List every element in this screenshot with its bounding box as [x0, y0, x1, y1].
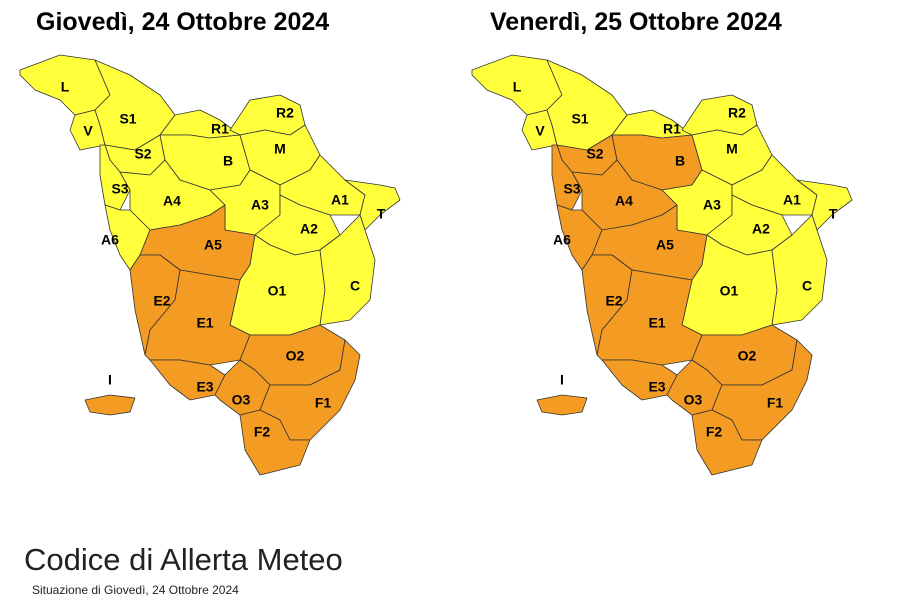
zone-label: S3 [563, 181, 580, 197]
zone-label: A5 [204, 237, 222, 253]
zone-label: L [61, 79, 70, 95]
zone-label: E3 [648, 379, 665, 395]
zone-label: S2 [586, 146, 603, 162]
zone-label: E1 [196, 315, 213, 331]
zone-label: A4 [163, 193, 181, 209]
zone [601, 359, 678, 401]
zone-label: O2 [738, 348, 757, 364]
zone-label: R2 [276, 105, 294, 121]
zone-label: S2 [134, 146, 151, 162]
zone-label: A2 [300, 221, 318, 237]
zone-label: B [675, 153, 685, 169]
zone [239, 409, 311, 476]
zone [771, 214, 828, 326]
zone-label: C [802, 278, 812, 294]
zone-label: A1 [331, 192, 349, 208]
zone-label: S1 [119, 111, 136, 127]
zone-label: E2 [605, 293, 622, 309]
zone [149, 359, 226, 401]
zone-label: F1 [315, 395, 332, 411]
zone-label: R1 [663, 121, 681, 137]
zone-label: A3 [251, 197, 269, 213]
zone-label: I [560, 372, 564, 388]
zone-label: A2 [752, 221, 770, 237]
footer-title: Codice di Allerta Meteo [24, 542, 343, 577]
zone-label: V [535, 123, 545, 139]
zone-label: A4 [615, 193, 633, 209]
zone-label: E2 [153, 293, 170, 309]
zone-label: A1 [783, 192, 801, 208]
map-title: Venerdì, 25 Ottobre 2024 [490, 8, 782, 36]
zone [344, 179, 401, 231]
footer-subtitle: Situazione di Giovedì, 24 Ottobre 2024 [32, 583, 239, 597]
zone-label: M [726, 141, 738, 157]
zone-label: T [829, 206, 838, 222]
zone-label: M [274, 141, 286, 157]
zone-label: O3 [684, 392, 703, 408]
zone-label: O3 [232, 392, 251, 408]
zone-label: O2 [286, 348, 305, 364]
zone-label: B [223, 153, 233, 169]
zone-label: V [83, 123, 93, 139]
zone [84, 394, 136, 416]
zone-label: O1 [268, 283, 287, 299]
zone-label: F1 [767, 395, 784, 411]
zone-label: F2 [706, 424, 723, 440]
zone-label: L [513, 79, 522, 95]
map: L V S1 R1 R2 S2 B M S3 A4 A3 A1 T A6 A5 A2 O1 C E2 E1 O2 E3 O3… [19, 54, 401, 476]
map: L V S1 R1 R2 S2 B M S3 A4 A3 A1 T A6 A5 A2 O1 C E2 E1 O2 E3 O3… [471, 54, 853, 476]
zone-label: A5 [656, 237, 674, 253]
zone-label: T [377, 206, 386, 222]
zone-label: C [350, 278, 360, 294]
zone-label: A6 [101, 232, 119, 248]
zone-label: R1 [211, 121, 229, 137]
zone-label: S3 [111, 181, 128, 197]
zone-label: E3 [196, 379, 213, 395]
zone-label: I [108, 372, 112, 388]
zone-label: A6 [553, 232, 571, 248]
zone [796, 179, 853, 231]
zone [536, 394, 588, 416]
zone-label: A3 [703, 197, 721, 213]
map-title: Giovedì, 24 Ottobre 2024 [36, 8, 329, 36]
zone-label: S1 [571, 111, 588, 127]
zone [691, 409, 763, 476]
zone-label: F2 [254, 424, 271, 440]
zone-label: E1 [648, 315, 665, 331]
zone [319, 214, 376, 326]
zone-label: R2 [728, 105, 746, 121]
zone-label: O1 [720, 283, 739, 299]
